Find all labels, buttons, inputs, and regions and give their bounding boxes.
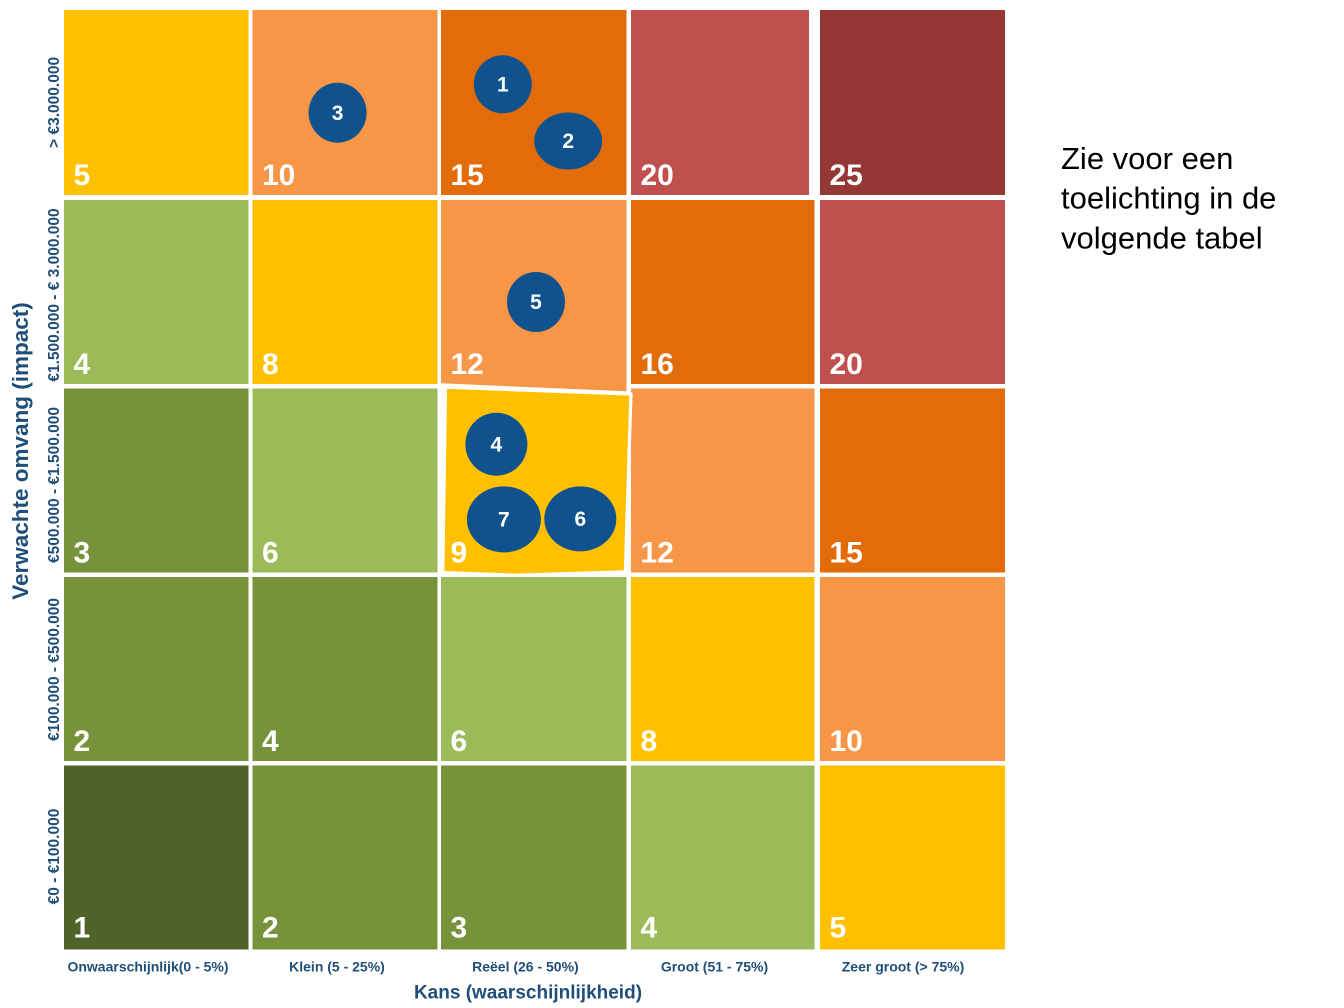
svg-text:Zeer groot (> 75%): Zeer groot (> 75%) [842,959,965,975]
svg-text:Zie voor een: Zie voor een [1061,141,1233,176]
svg-text:20: 20 [830,348,863,381]
svg-text:6: 6 [574,508,586,531]
svg-text:4: 4 [74,348,91,381]
svg-text:Onwaarschijnlijk(0 - 5%): Onwaarschijnlijk(0 - 5%) [67,959,228,975]
svg-text:volgende tabel: volgende tabel [1061,220,1263,255]
svg-text:3: 3 [332,102,344,125]
svg-text:> €3.000.000: > €3.000.000 [46,57,63,148]
svg-text:2: 2 [74,725,91,758]
svg-text:3: 3 [451,912,468,945]
svg-text:Kans (waarschijnlijkheid): Kans (waarschijnlijkheid) [414,982,642,1003]
svg-text:3: 3 [74,537,91,570]
svg-text:€500.000 - €1.500.000: €500.000 - €1.500.000 [46,407,63,563]
svg-text:10: 10 [262,159,295,192]
svg-text:12: 12 [641,537,674,570]
svg-text:5: 5 [530,291,542,314]
svg-text:25: 25 [830,159,863,192]
svg-text:16: 16 [641,348,674,381]
svg-text:15: 15 [830,537,863,570]
svg-text:7: 7 [498,509,510,532]
svg-text:2: 2 [562,130,574,153]
svg-text:4: 4 [262,725,279,758]
svg-text:20: 20 [641,159,674,192]
svg-text:6: 6 [262,537,279,570]
svg-text:4: 4 [641,912,658,945]
svg-text:8: 8 [262,348,279,381]
svg-text:10: 10 [830,725,863,758]
svg-text:12: 12 [451,348,484,381]
svg-text:toelichting in de: toelichting in de [1061,181,1276,216]
svg-text:Verwachte omvang (impact): Verwachte omvang (impact) [8,302,33,600]
svg-text:2: 2 [262,912,279,945]
svg-text:15: 15 [451,159,484,192]
svg-text:1: 1 [497,74,509,97]
svg-text:€1.500.000 - € 3.000.000: €1.500.000 - € 3.000.000 [46,208,63,381]
svg-text:6: 6 [451,725,468,758]
svg-text:Groot (51 - 75%): Groot (51 - 75%) [661,959,768,975]
svg-text:1: 1 [74,912,91,945]
svg-text:Reëel (26 - 50%): Reëel (26 - 50%) [472,959,579,975]
svg-text:8: 8 [641,725,658,758]
svg-text:5: 5 [74,159,91,192]
svg-text:5: 5 [830,912,847,945]
svg-text:Klein (5 - 25%): Klein (5 - 25%) [289,959,385,975]
svg-text:9: 9 [451,537,468,570]
svg-text:4: 4 [491,433,503,456]
svg-text:€100.000 - €500.000: €100.000 - €500.000 [46,598,63,741]
svg-text:€0 - €100.000: €0 - €100.000 [46,809,63,905]
